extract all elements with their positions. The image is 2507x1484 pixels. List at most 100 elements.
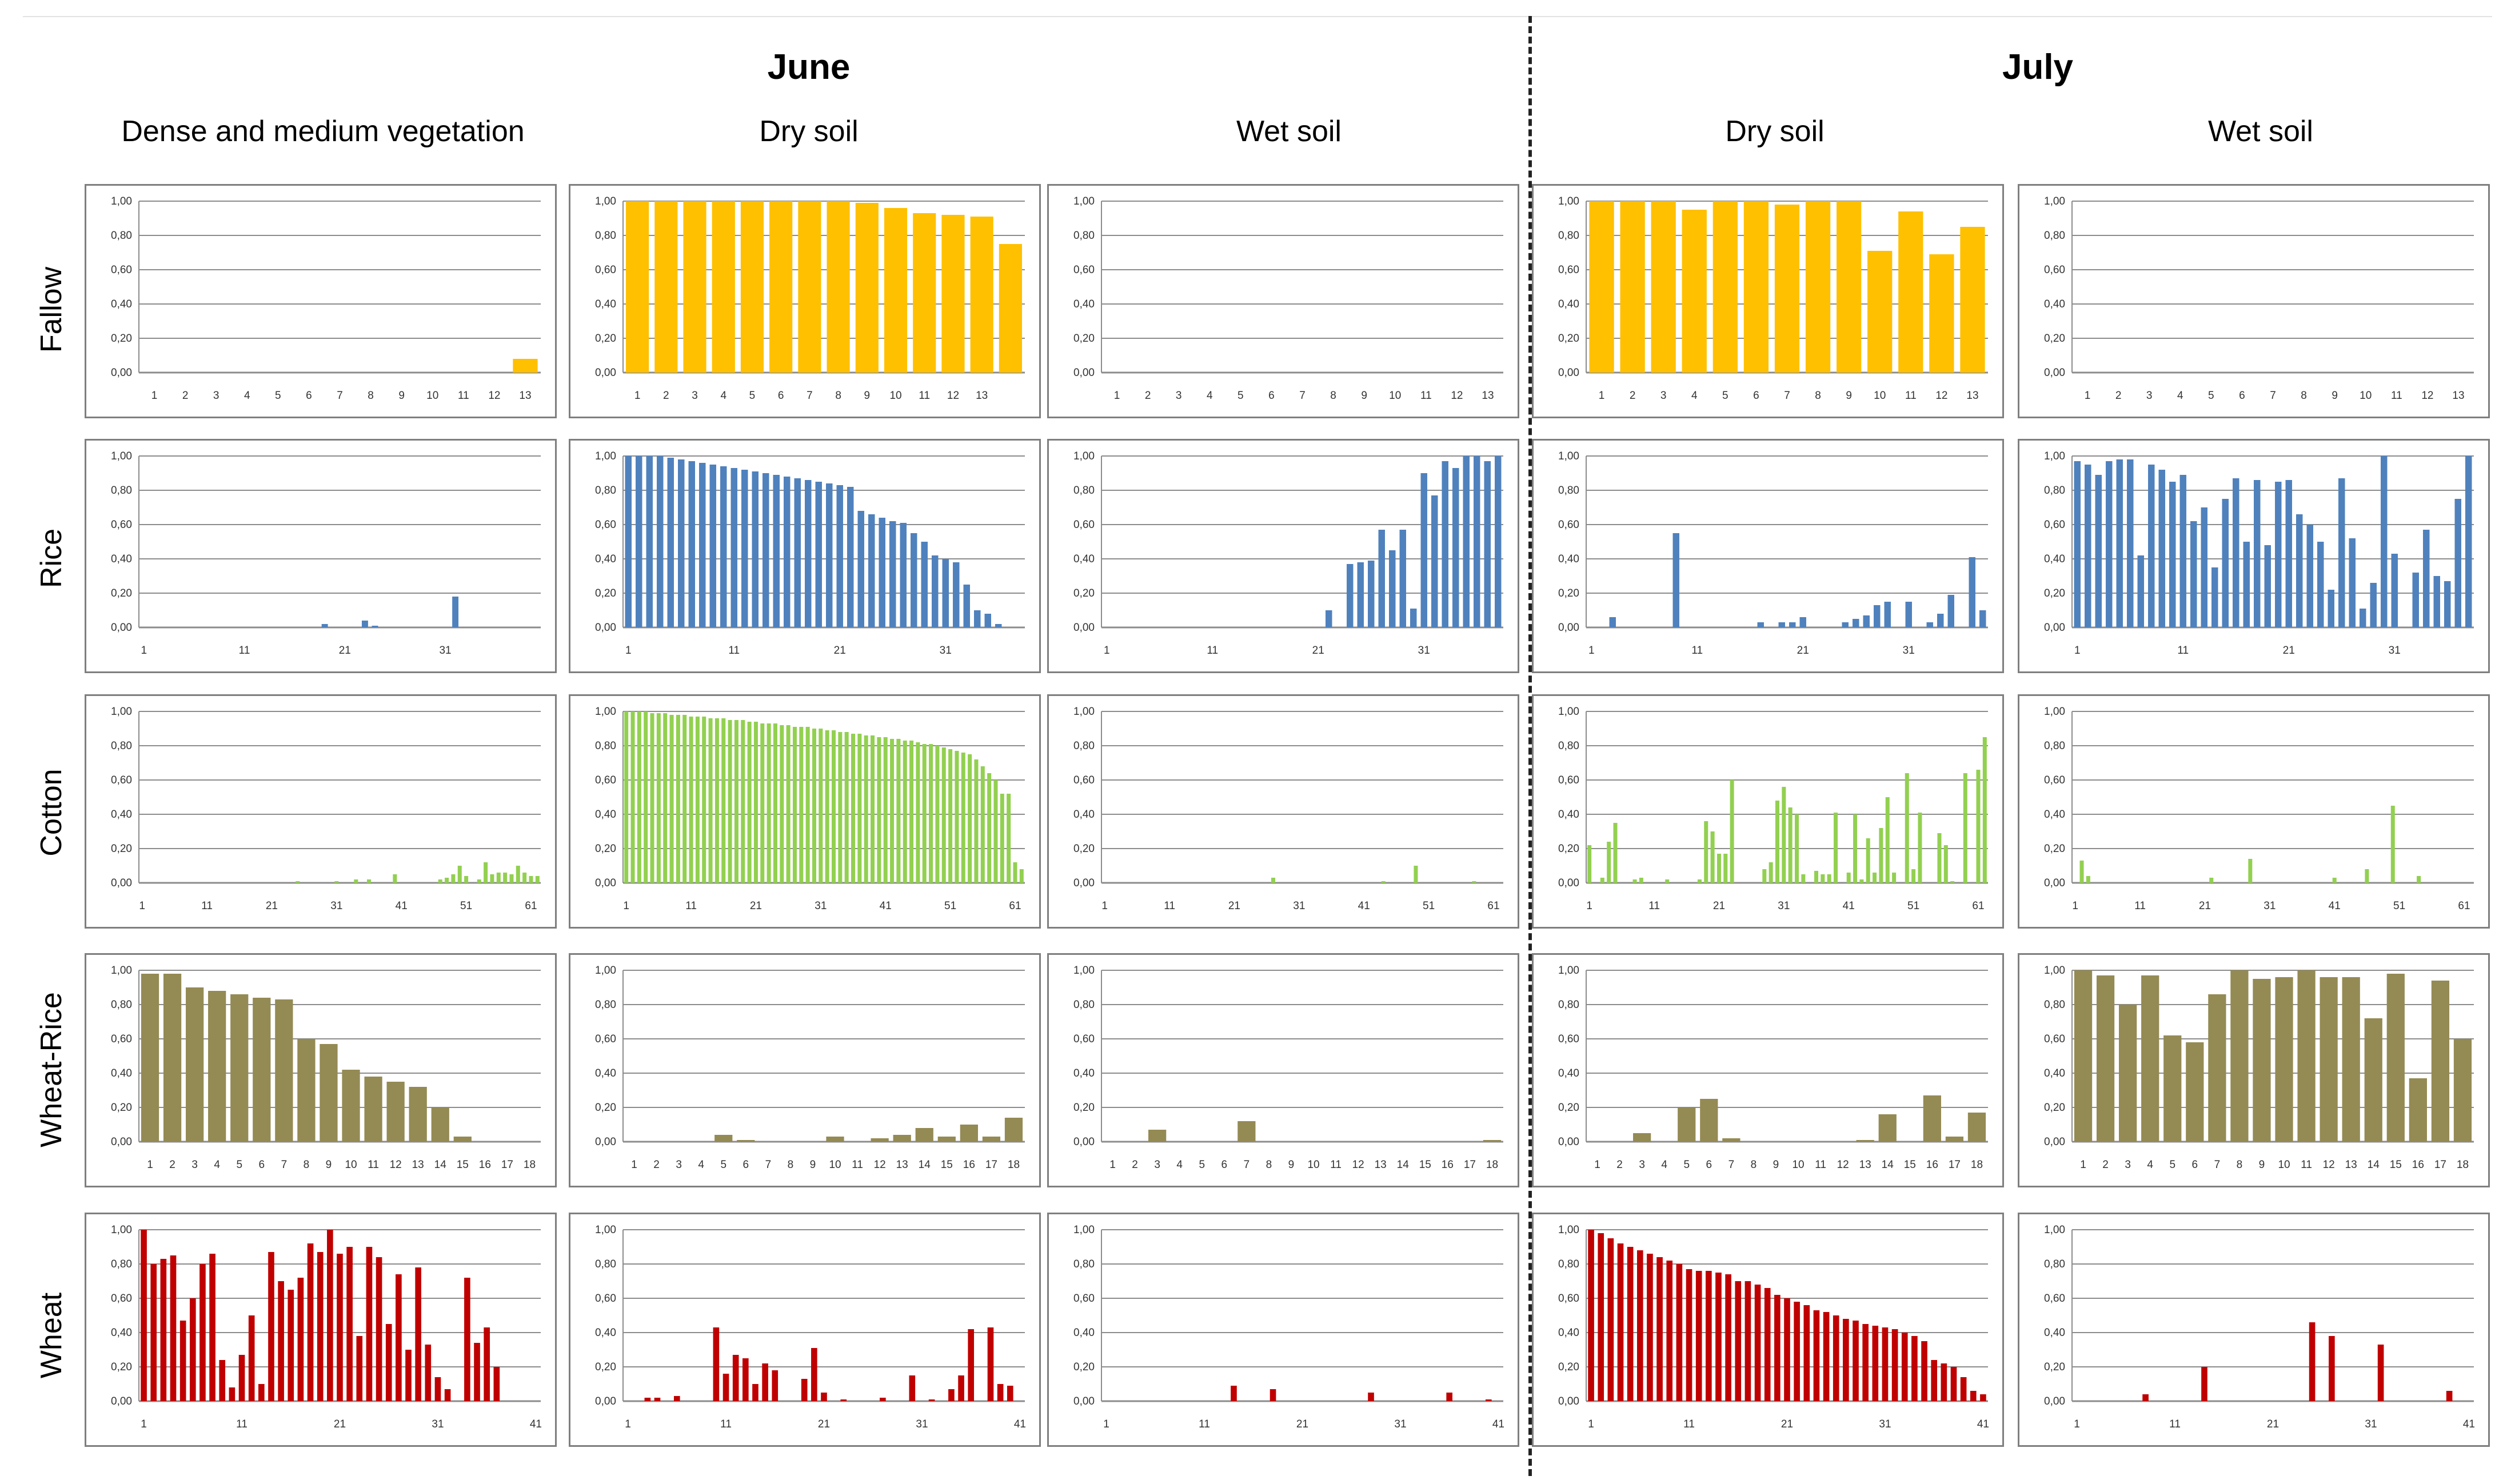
bar [741, 720, 745, 883]
bar [714, 1135, 733, 1142]
y-tick-label: 1,00 [111, 195, 132, 207]
x-tick-label: 18 [1971, 1159, 1983, 1171]
x-tick-label: 9 [1288, 1159, 1295, 1171]
bar [1389, 550, 1396, 627]
bar [2158, 470, 2165, 627]
y-tick-label: 0,00 [1073, 1136, 1095, 1148]
x-tick-label: 31 [815, 900, 827, 912]
row-label-wheat-rice: Wheat-Rice [35, 992, 68, 1147]
y-tick-label: 1,00 [111, 1224, 132, 1236]
x-tick-label: 21 [2283, 645, 2295, 657]
bar [734, 720, 738, 883]
x-tick-label: 9 [1846, 390, 1852, 402]
bar [1723, 854, 1728, 883]
y-tick-label: 0,20 [595, 587, 616, 599]
bar [141, 974, 159, 1142]
bar [721, 718, 726, 883]
bar [1632, 879, 1637, 883]
y-tick-label: 0,00 [1073, 622, 1095, 634]
bar [2230, 970, 2249, 1142]
bar [2349, 538, 2356, 627]
x-tick-label: 8 [2301, 390, 2307, 402]
bar [708, 718, 713, 883]
bar [815, 482, 822, 627]
bar [327, 1230, 333, 1401]
x-tick-label: 21 [1296, 1418, 1308, 1430]
bar [477, 879, 481, 883]
bar [409, 1087, 427, 1142]
x-tick-label: 3 [1639, 1159, 1645, 1171]
bar [935, 746, 940, 883]
bar [1633, 1133, 1651, 1142]
x-tick-label: 17 [2434, 1159, 2446, 1171]
y-tick-label: 0,00 [1073, 877, 1095, 889]
bar [896, 739, 901, 883]
x-tick-label: 21 [266, 900, 278, 912]
month-title-june: June [767, 47, 851, 87]
bar [657, 456, 664, 627]
bar [2190, 521, 2197, 627]
bar [1636, 1250, 1643, 1401]
bar [1007, 794, 1011, 883]
y-tick-label: 0,80 [111, 230, 132, 242]
x-tick-label: 5 [720, 1159, 726, 1171]
bar [1911, 1336, 1918, 1401]
y-tick-label: 1,00 [1073, 965, 1095, 977]
x-tick-label: 51 [944, 900, 956, 912]
row-label-rice: Rice [35, 528, 68, 589]
bar [1879, 828, 1883, 883]
bar [179, 1321, 186, 1401]
bar [763, 473, 769, 627]
month-title-july: July [2002, 47, 2074, 87]
x-tick-label: 2 [1616, 1159, 1623, 1171]
bar [970, 217, 993, 373]
bar [1805, 201, 1831, 373]
bar [890, 739, 895, 883]
bar [630, 711, 635, 883]
y-tick-label: 0,00 [2044, 877, 2065, 889]
bar [445, 878, 449, 883]
chart-frame [1047, 953, 1519, 1187]
y-tick-label: 0,40 [1073, 553, 1095, 565]
y-tick-label: 0,80 [1558, 999, 1579, 1011]
x-tick-label: 31 [330, 900, 342, 912]
x-tick-label: 1 [1594, 1159, 1600, 1171]
x-tick-label: 11 [2134, 900, 2146, 912]
bar [1867, 251, 1893, 373]
bar [2296, 514, 2303, 627]
bar [1967, 1113, 1986, 1142]
bar [1937, 833, 1942, 883]
bar [2377, 1345, 2384, 1401]
bar [451, 874, 456, 883]
bar [2116, 459, 2123, 627]
y-tick-label: 0,00 [111, 877, 132, 889]
bar [356, 1336, 363, 1401]
x-tick-label: 6 [743, 1159, 749, 1171]
x-tick-label: 10 [1389, 390, 1401, 402]
x-tick-label: 21 [1713, 900, 1725, 912]
x-tick-label: 12 [488, 390, 500, 402]
x-tick-label: 5 [1237, 390, 1244, 402]
y-tick-label: 0,00 [1073, 1395, 1095, 1407]
bar [958, 1375, 964, 1401]
y-tick-label: 0,40 [111, 553, 132, 565]
bar [836, 485, 843, 627]
bar [1617, 1243, 1624, 1401]
bar [337, 1254, 343, 1401]
bar [1754, 1285, 1761, 1401]
x-tick-label: 31 [432, 1418, 444, 1430]
bar [851, 734, 856, 883]
x-tick-label: 11 [1648, 900, 1660, 912]
x-tick-label: 6 [1753, 390, 1759, 402]
chart-frame [85, 694, 557, 929]
y-tick-label: 1,00 [2044, 706, 2065, 718]
x-tick-label: 1 [1104, 645, 1110, 657]
bar [2243, 542, 2250, 627]
bar [1589, 201, 1614, 373]
x-tick-label: 2 [2102, 1159, 2109, 1171]
bar [780, 725, 784, 883]
bar [2074, 970, 2093, 1142]
bar [2332, 878, 2337, 883]
y-tick-label: 0,20 [1558, 1361, 1579, 1373]
chart-frame [1047, 1213, 1519, 1447]
